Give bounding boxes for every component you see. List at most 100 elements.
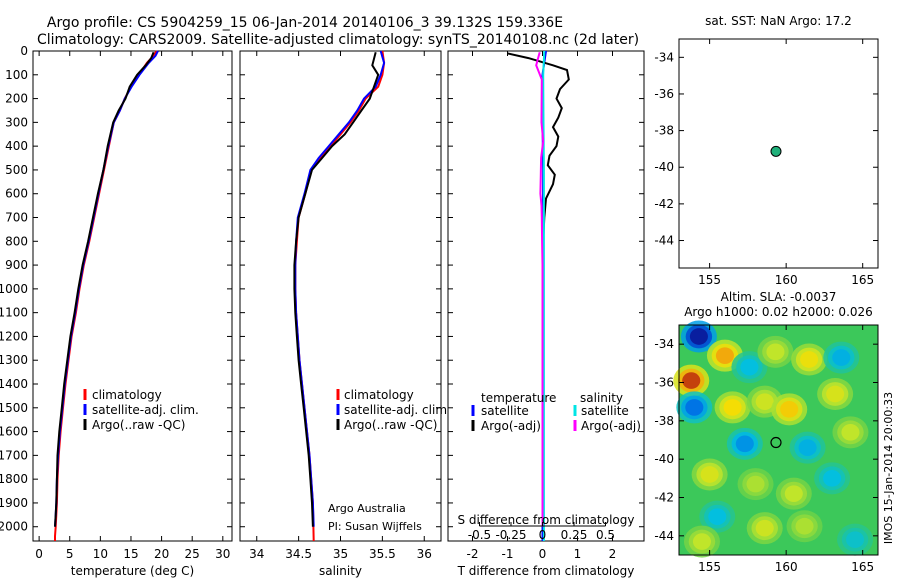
y-tick-label: 1300: [0, 353, 28, 367]
sla-feature: [755, 393, 774, 410]
sla-feature: [735, 435, 754, 453]
y-tick-label: 300: [5, 115, 28, 129]
legend-header: temperature: [481, 391, 556, 405]
map-frame: [678, 324, 879, 556]
sla-feature: [755, 519, 774, 537]
x-tick-label: 2: [609, 547, 617, 561]
x-tick-label: -2: [467, 547, 479, 561]
y-tick-label: 1600: [0, 425, 28, 439]
sla-feature: [798, 439, 817, 456]
plot-frame: [239, 50, 442, 542]
sla-feature: [700, 466, 719, 483]
x-tick-label: 155: [698, 273, 721, 287]
y-tick-label: 1500: [0, 401, 28, 415]
x-tick-label: 160: [775, 560, 798, 574]
sla-feature: [845, 531, 865, 548]
plot-frame: [447, 50, 645, 542]
y-tick-label: -38: [654, 124, 674, 138]
y-tick-label: 100: [5, 68, 28, 82]
y-tick-label: -42: [654, 491, 674, 505]
sla-feature: [795, 517, 814, 535]
x-tick-label: 36: [417, 547, 432, 561]
y-tick-label: 200: [5, 92, 28, 106]
x-tick-label: 25: [185, 547, 200, 561]
x-tick-label: -1: [502, 547, 514, 561]
x-tick-label: 0: [35, 547, 43, 561]
figure-title-line1: Argo profile: CS 5904259_15 06-Jan-2014 …: [47, 15, 563, 31]
x-tick-label: 165: [851, 273, 874, 287]
sla-feature: [715, 347, 734, 364]
y-tick-label: -34: [654, 50, 674, 64]
sla-feature: [832, 349, 851, 366]
series-line: [54, 51, 155, 527]
footer-note-line2: PI: Susan Wijffels: [328, 520, 422, 533]
y-tick-label: -36: [654, 87, 674, 101]
sla-feature: [708, 508, 727, 525]
argo-float-marker: [770, 436, 782, 449]
legend-label: satellite: [581, 404, 629, 418]
legend-label: Argo(..raw -QC): [344, 418, 437, 432]
timestamp-label: IMOS 15-Jan-2014 20:00:33: [882, 392, 895, 544]
y-tick-label: 600: [5, 187, 28, 201]
footer-note-line1: Argo Australia: [328, 502, 406, 515]
y-tick-label: 900: [5, 258, 28, 272]
salinity-diff-tick-label: 0.5: [596, 528, 615, 542]
x-tick-label: 155: [698, 560, 721, 574]
y-tick-label: 1100: [0, 306, 28, 320]
legend-label: satellite: [481, 404, 529, 418]
y-tick-label: 400: [5, 139, 28, 153]
map-title: Altim. SLA: -0.0037: [721, 290, 837, 304]
salinity-diff-tick-label: 0: [539, 528, 547, 542]
series-line: [542, 50, 546, 541]
y-tick-label: -42: [654, 197, 674, 211]
y-tick-label: 1700: [0, 448, 28, 462]
legend-label: satellite-adj. clim.: [344, 403, 451, 417]
y-tick-label: -44: [654, 529, 674, 543]
sla-feature: [766, 343, 785, 361]
difference-profile-panel: -2 -1 0 1 2 T difference from climatology -0.5…: [447, 50, 645, 578]
y-tick-label: 0: [20, 44, 28, 58]
y-tick-label: 1000: [0, 282, 28, 296]
legend-header: salinity: [580, 391, 623, 405]
legend-label: climatology: [344, 388, 414, 402]
map-title: sat. SST: NaN Argo: 17.2: [705, 14, 852, 28]
x-tick-label: 10: [93, 547, 108, 561]
sst-map-panel: 155 160 165 -34 -36 -38 -40 -42 -44 sat. SST: NaN…: [654, 14, 879, 287]
legend-label: climatology: [92, 388, 162, 402]
x-tick-label: 35.5: [369, 547, 396, 561]
x-tick-label: 1: [574, 547, 582, 561]
y-tick-label: 500: [5, 163, 28, 177]
legend-label: Argo(-adj): [481, 419, 541, 433]
sla-feature: [841, 424, 860, 441]
y-tick-label: 1400: [0, 377, 28, 391]
legend-label: satellite-adj. clim.: [92, 403, 199, 417]
argo-float-marker: [770, 145, 782, 157]
y-tick-label: 1800: [0, 472, 28, 486]
y-tick-label: -40: [654, 160, 674, 174]
sla-feature: [685, 399, 704, 416]
sla-feature: [826, 385, 845, 403]
plot-frame: [32, 50, 233, 542]
sla-feature: [823, 470, 842, 487]
salinity-diff-tick-label: -0.5: [468, 528, 491, 542]
y-tick-label: 800: [5, 234, 28, 248]
map-subtitle: Argo h1000: 0.02 h2000: 0.026: [684, 305, 873, 319]
y-tick-label: -40: [654, 452, 674, 466]
salinity-profile-panel: 34 34.5 35 35.5 36 salinity climatologysatelli…: [239, 50, 451, 578]
x-tick-label: 0: [539, 547, 547, 561]
sla-feature: [740, 358, 759, 376]
x-tick-label: 30: [215, 547, 230, 561]
y-tick-label: 1900: [0, 496, 28, 510]
series-line: [535, 51, 545, 527]
x-tick-label: 15: [123, 547, 138, 561]
series-line: [293, 51, 380, 527]
y-tick-label: -36: [654, 376, 674, 390]
legend-label: Argo(..raw -QC): [92, 418, 185, 432]
sla-feature: [800, 351, 819, 368]
legend-label: Argo(-adj): [581, 419, 641, 433]
salinity-diff-axis-label: S difference from climatology: [458, 513, 635, 527]
x-tick-label: 35: [333, 547, 348, 561]
x-axis-label: T difference from climatology: [457, 564, 635, 578]
